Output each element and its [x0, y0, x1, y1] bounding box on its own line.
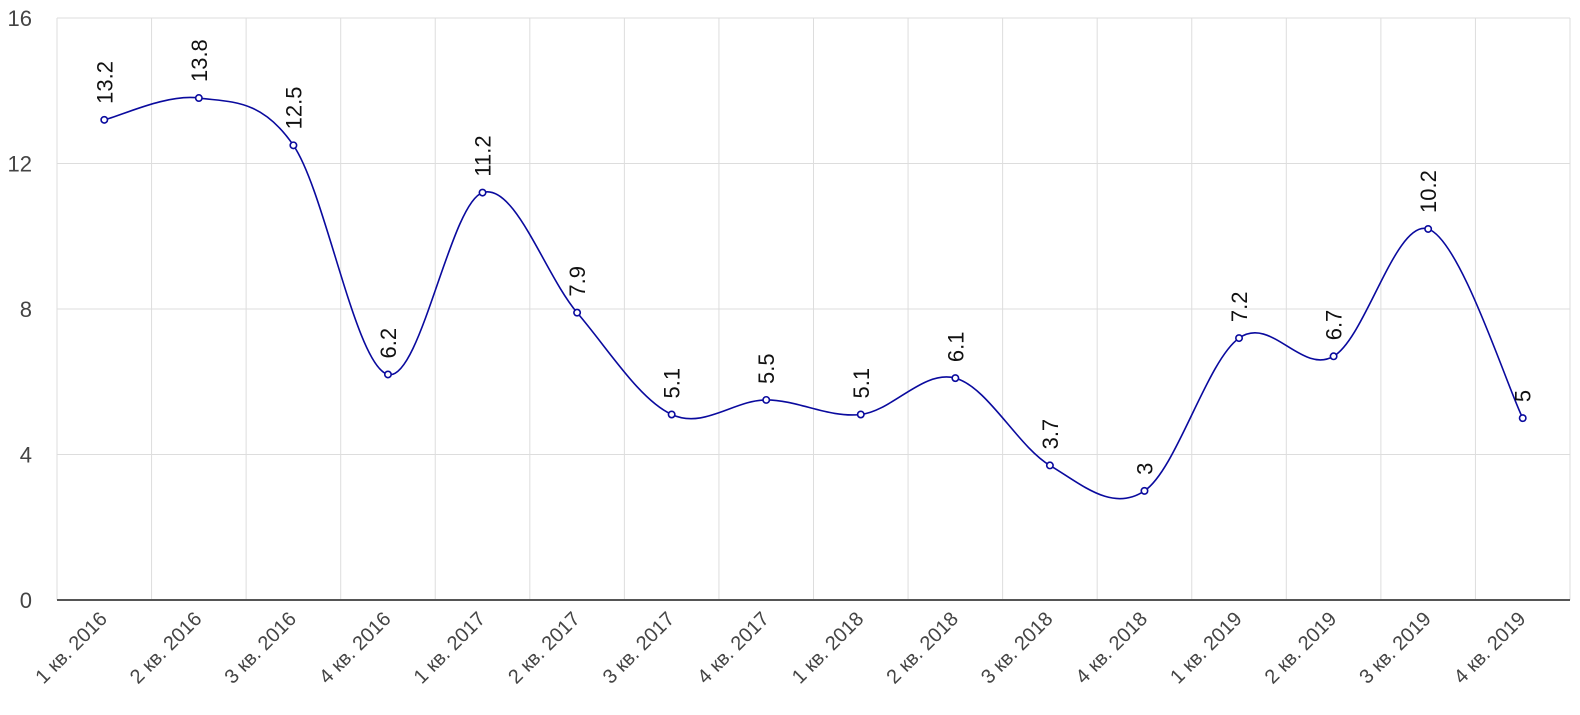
data-label: 13.8: [187, 39, 212, 82]
x-tick-label: 4 кв. 2017: [693, 608, 773, 688]
data-point: [1329, 352, 1338, 361]
y-axis: 0 4 8 12 16: [8, 6, 32, 613]
x-tick-label: 3 кв. 2019: [1355, 608, 1435, 688]
data-label: 5.5: [754, 353, 779, 384]
data-label: 7.2: [1227, 292, 1252, 323]
x-tick-label: 3 кв. 2018: [977, 608, 1057, 688]
data-points: [100, 94, 1527, 495]
data-point: [194, 94, 203, 103]
data-label: 6.7: [1322, 310, 1347, 341]
grid: [56, 17, 1571, 600]
data-point: [573, 308, 582, 317]
data-label: 13.2: [92, 61, 117, 104]
x-tick-label: 1 кв. 2017: [410, 608, 490, 688]
data-label: 5.1: [660, 368, 685, 399]
y-tick-label: 8: [20, 297, 32, 322]
x-tick-label: 2 кв. 2018: [883, 608, 963, 688]
y-tick-label: 4: [20, 443, 32, 468]
data-label: 3.7: [1038, 419, 1063, 450]
y-tick-label: 12: [8, 152, 32, 177]
data-labels: 13.2 13.8 12.5 6.2 11.2 7.9 5.1 5.5 5.1 6.1 3.7 3 7.…: [92, 39, 1535, 475]
data-label: 10.2: [1416, 170, 1441, 213]
data-point: [1518, 414, 1527, 423]
data-point: [951, 374, 960, 383]
x-axis: 1 кв. 2016 2 кв. 2016 3 кв. 2016 4 кв. 2016…: [31, 599, 1570, 688]
x-tick-label: 4 кв. 2019: [1450, 608, 1530, 688]
x-tick-label: 3 кв. 2016: [221, 608, 301, 688]
data-label: 3: [1132, 463, 1157, 475]
data-point: [1045, 461, 1054, 470]
y-tick-label: 0: [20, 588, 32, 613]
data-label: 7.9: [565, 266, 590, 297]
series-line: [104, 96, 1524, 500]
data-point: [667, 410, 676, 419]
series-line-group: [104, 96, 1524, 500]
x-tick-label: 2 кв. 2019: [1261, 608, 1341, 688]
data-point: [1235, 334, 1244, 343]
data-point: [289, 141, 298, 150]
data-point: [856, 410, 865, 419]
data-point: [762, 395, 771, 404]
x-tick-label: 2 кв. 2017: [504, 608, 584, 688]
x-tick-label: 3 кв. 2017: [599, 608, 679, 688]
data-point: [1140, 486, 1149, 495]
data-label: 11.2: [471, 135, 496, 176]
data-label: 5.1: [849, 368, 874, 399]
x-tick-label: 1 кв. 2018: [788, 608, 868, 688]
y-tick-label: 16: [8, 6, 32, 31]
data-point: [1424, 224, 1433, 233]
x-tick-label: 1 кв. 2019: [1166, 608, 1246, 688]
data-label: 6.1: [943, 332, 968, 363]
data-point: [383, 370, 392, 379]
x-tick-label: 2 кв. 2016: [126, 608, 206, 688]
x-tick-label: 4 кв. 2016: [315, 608, 395, 688]
data-label: 6.2: [376, 328, 401, 359]
data-label: 12.5: [281, 86, 306, 129]
data-point: [100, 115, 109, 124]
x-tick-label: 1 кв. 2016: [31, 608, 111, 688]
data-label: 5: [1511, 390, 1536, 402]
data-point: [478, 188, 487, 197]
x-tick-label: 4 кв. 2018: [1072, 608, 1152, 688]
